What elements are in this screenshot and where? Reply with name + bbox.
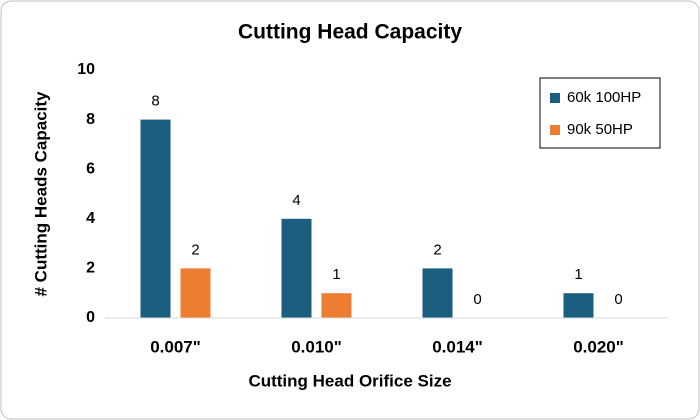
y-tick-label: 6 [86, 160, 95, 177]
bar [563, 293, 594, 318]
x-tick-label: 0.014" [432, 337, 483, 356]
legend-swatch [550, 93, 560, 103]
bar [180, 268, 211, 318]
data-label: 1 [332, 266, 340, 283]
bar [140, 119, 171, 318]
x-axis-label: Cutting Head Orifice Size [248, 371, 451, 390]
y-tick-label: 2 [86, 260, 95, 277]
x-tick-label: 0.020" [573, 337, 624, 356]
x-tick-label: 0.007" [150, 337, 201, 356]
data-label: 0 [473, 291, 481, 308]
y-tick-label: 8 [86, 111, 95, 128]
data-label: 2 [191, 241, 199, 258]
bar [281, 218, 312, 318]
chart-title: Cutting Head Capacity [238, 21, 462, 44]
legend-swatch [550, 125, 560, 135]
legend-label: 90k 50HP [567, 121, 633, 138]
bar [422, 268, 453, 318]
y-tick-label: 4 [86, 210, 95, 227]
legend-label: 60k 100HP [567, 89, 641, 106]
legend-box [539, 77, 661, 149]
data-label: 2 [433, 241, 441, 258]
data-label: 8 [151, 93, 159, 110]
data-label: 4 [292, 192, 300, 209]
bar [321, 293, 352, 318]
y-axis-label: # Cutting Heads Capacity [31, 91, 50, 297]
x-tick-label: 0.010" [291, 337, 342, 356]
data-label: 1 [574, 266, 582, 283]
y-tick-label: 0 [86, 309, 95, 326]
y-tick-label: 10 [77, 61, 95, 78]
data-label: 0 [614, 291, 622, 308]
